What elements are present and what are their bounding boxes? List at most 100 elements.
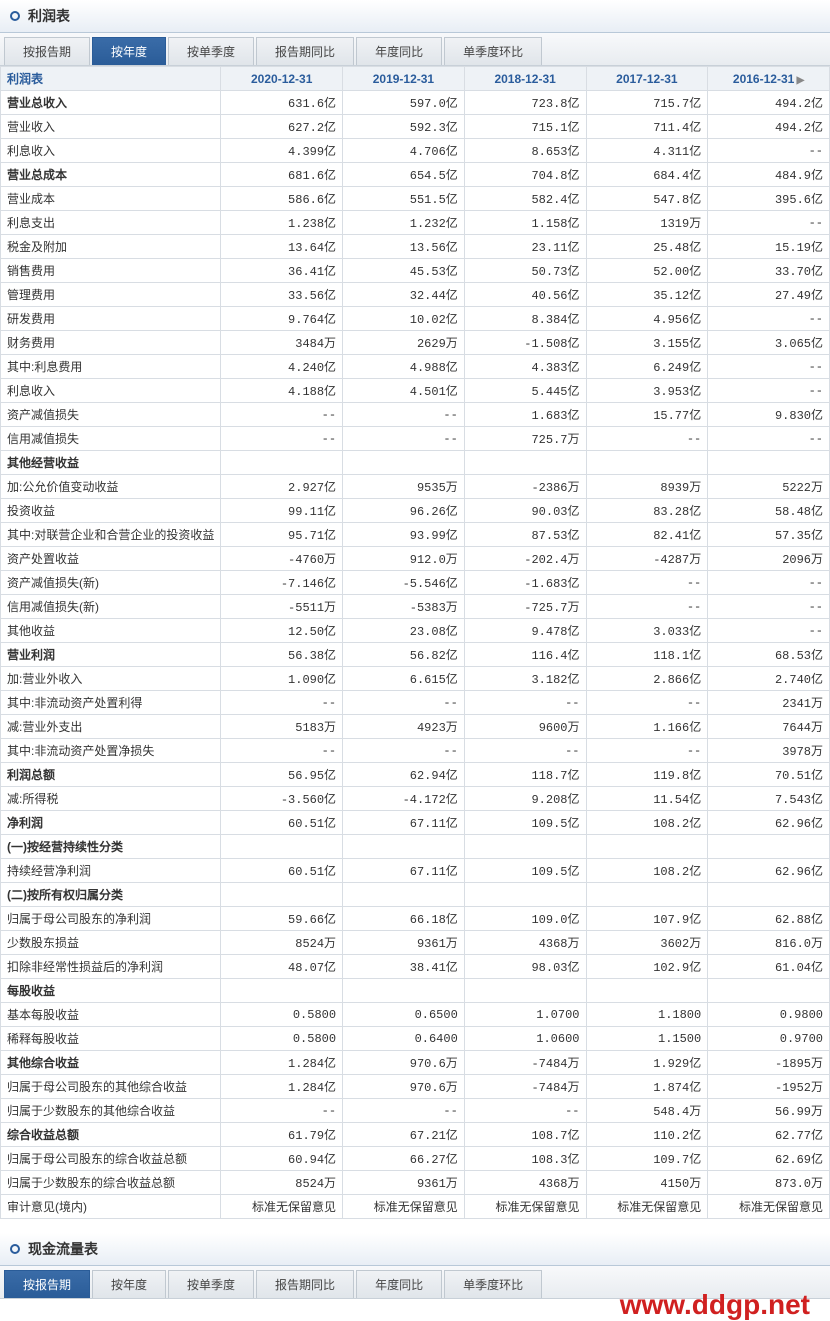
row-label: 研发费用 [1, 307, 221, 331]
cell-value: 83.28亿 [586, 499, 708, 523]
cell-value: 3.953亿 [586, 379, 708, 403]
cell-value: 586.6亿 [221, 187, 343, 211]
cell-value: 582.4亿 [464, 187, 586, 211]
table-row: 每股收益 [1, 979, 830, 1003]
cell-value: 4150万 [586, 1171, 708, 1195]
table-row: 资产减值损失----1.683亿15.77亿9.830亿 [1, 403, 830, 427]
row-label: 减:所得税 [1, 787, 221, 811]
col-header-year-1[interactable]: 2019-12-31 [343, 67, 465, 91]
table-row: 加:公允价值变动收益2.927亿9535万-2386万8939万5222万 [1, 475, 830, 499]
cell-value: 711.4亿 [586, 115, 708, 139]
cell-value: -202.4万 [464, 547, 586, 571]
row-label: 归属于母公司股东的综合收益总额 [1, 1147, 221, 1171]
cell-value: 2096万 [708, 547, 830, 571]
cell-value: 50.73亿 [464, 259, 586, 283]
cell-value: 715.1亿 [464, 115, 586, 139]
cell-value [464, 835, 586, 859]
cell-value: 108.2亿 [586, 859, 708, 883]
cell-value: -- [464, 1099, 586, 1123]
cell-value: 60.94亿 [221, 1147, 343, 1171]
cell-value: -- [708, 211, 830, 235]
income-tab-2[interactable]: 按单季度 [168, 37, 254, 65]
cell-value: 107.9亿 [586, 907, 708, 931]
cell-value: 118.7亿 [464, 763, 586, 787]
row-label: 利润总额 [1, 763, 221, 787]
col-header-year-4[interactable]: 2016-12-31▶ [708, 67, 830, 91]
row-label: 利息收入 [1, 139, 221, 163]
cell-value [586, 979, 708, 1003]
cell-value: 62.96亿 [708, 811, 830, 835]
cell-value: 3484万 [221, 331, 343, 355]
income-tab-4[interactable]: 年度同比 [356, 37, 442, 65]
cell-value: 36.41亿 [221, 259, 343, 283]
cell-value: -- [586, 739, 708, 763]
cell-value: 66.18亿 [343, 907, 465, 931]
cell-value: -1.683亿 [464, 571, 586, 595]
table-row: 营业成本586.6亿551.5亿582.4亿547.8亿395.6亿 [1, 187, 830, 211]
income-tab-0[interactable]: 按报告期 [4, 37, 90, 65]
cell-value: -4.172亿 [343, 787, 465, 811]
table-row: 归属于母公司股东的其他综合收益1.284亿970.6万-7484万1.874亿-… [1, 1075, 830, 1099]
table-row: 其中:利息费用4.240亿4.988亿4.383亿6.249亿-- [1, 355, 830, 379]
cell-value: 23.08亿 [343, 619, 465, 643]
row-label: 其中:非流动资产处置利得 [1, 691, 221, 715]
cell-value: -- [708, 379, 830, 403]
cashflow-tab-2[interactable]: 按单季度 [168, 1270, 254, 1298]
cell-value: 494.2亿 [708, 115, 830, 139]
table-row: 归属于母公司股东的净利润59.66亿66.18亿109.0亿107.9亿62.8… [1, 907, 830, 931]
cashflow-tab-0[interactable]: 按报告期 [4, 1270, 90, 1298]
row-label: 利息支出 [1, 211, 221, 235]
cell-value: 0.5800 [221, 1027, 343, 1051]
table-row: 净利润60.51亿67.11亿109.5亿108.2亿62.96亿 [1, 811, 830, 835]
cashflow-tab-3[interactable]: 报告期同比 [256, 1270, 354, 1298]
bullet-icon [10, 11, 20, 21]
cell-value: 2.927亿 [221, 475, 343, 499]
table-row: 信用减值损失----725.7万---- [1, 427, 830, 451]
income-tab-5[interactable]: 单季度环比 [444, 37, 542, 65]
table-row: 财务费用3484万2629万-1.508亿3.155亿3.065亿 [1, 331, 830, 355]
income-header-row: 利润表2020-12-312019-12-312018-12-312017-12… [1, 67, 830, 91]
table-row: 其中:非流动资产处置利得--------2341万 [1, 691, 830, 715]
table-row: 稀释每股收益0.58000.64001.06001.15000.9700 [1, 1027, 830, 1051]
cell-value: -1.508亿 [464, 331, 586, 355]
cell-value: 9361万 [343, 931, 465, 955]
cell-value: -- [221, 427, 343, 451]
cashflow-section-header: 现金流量表 [0, 1233, 830, 1266]
row-label: 减:营业外支出 [1, 715, 221, 739]
income-tab-1[interactable]: 按年度 [92, 37, 166, 65]
cell-value: -7484万 [464, 1051, 586, 1075]
cell-value: -- [343, 739, 465, 763]
col-header-year-3[interactable]: 2017-12-31 [586, 67, 708, 91]
row-label: 归属于母公司股东的其他综合收益 [1, 1075, 221, 1099]
cell-value: 4.399亿 [221, 139, 343, 163]
income-tab-3[interactable]: 报告期同比 [256, 37, 354, 65]
cell-value: 8524万 [221, 931, 343, 955]
row-label: 资产减值损失(新) [1, 571, 221, 595]
cell-value: 0.6500 [343, 1003, 465, 1027]
row-label: (二)按所有权归属分类 [1, 883, 221, 907]
cell-value: 4.988亿 [343, 355, 465, 379]
cashflow-tab-5[interactable]: 单季度环比 [444, 1270, 542, 1298]
cell-value: 108.3亿 [464, 1147, 586, 1171]
chevron-right-icon[interactable]: ▶ [794, 75, 804, 86]
cell-value: 标准无保留意见 [221, 1195, 343, 1219]
cell-value: 66.27亿 [343, 1147, 465, 1171]
cell-value: 98.03亿 [464, 955, 586, 979]
cell-value: 109.0亿 [464, 907, 586, 931]
cell-value: 4.240亿 [221, 355, 343, 379]
cell-value [221, 979, 343, 1003]
cashflow-tab-1[interactable]: 按年度 [92, 1270, 166, 1298]
cell-value: -- [464, 739, 586, 763]
cell-value: 9.208亿 [464, 787, 586, 811]
cashflow-tab-4[interactable]: 年度同比 [356, 1270, 442, 1298]
col-header-year-0[interactable]: 2020-12-31 [221, 67, 343, 91]
table-row: 利息支出1.238亿1.232亿1.158亿1319万-- [1, 211, 830, 235]
cell-value: 116.4亿 [464, 643, 586, 667]
cell-value: 6.249亿 [586, 355, 708, 379]
col-header-year-2[interactable]: 2018-12-31 [464, 67, 586, 91]
cell-value: 654.5亿 [343, 163, 465, 187]
cell-value: 3.033亿 [586, 619, 708, 643]
cell-value: 4923万 [343, 715, 465, 739]
cell-value: 2629万 [343, 331, 465, 355]
cell-value: 0.9700 [708, 1027, 830, 1051]
